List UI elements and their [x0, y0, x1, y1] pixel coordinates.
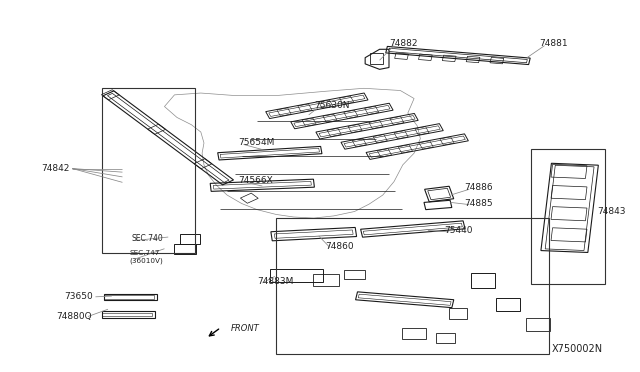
Text: 74885: 74885 — [464, 199, 493, 208]
Bar — [531, 149, 605, 284]
Bar — [276, 218, 549, 355]
Text: 75440: 75440 — [444, 226, 473, 235]
Text: 74881: 74881 — [540, 39, 568, 48]
Text: 74860: 74860 — [325, 242, 354, 251]
Text: 74882: 74882 — [389, 39, 417, 48]
Text: 75654M: 75654M — [239, 138, 275, 147]
Text: 74843: 74843 — [597, 207, 626, 216]
Text: 74880Q: 74880Q — [56, 312, 92, 321]
Text: SEC.740: SEC.740 — [132, 234, 164, 243]
Text: 75630N: 75630N — [314, 101, 349, 110]
Text: X750002N: X750002N — [552, 344, 603, 354]
Bar — [102, 87, 195, 253]
Text: 74566X: 74566X — [239, 176, 273, 185]
Text: 74886: 74886 — [464, 183, 493, 192]
Text: SEC.747
(36010V): SEC.747 (36010V) — [129, 250, 163, 264]
Text: 73650: 73650 — [64, 292, 93, 301]
Text: 74883M: 74883M — [257, 277, 294, 286]
Text: 74842: 74842 — [41, 164, 69, 173]
Text: FRONT: FRONT — [231, 324, 260, 333]
